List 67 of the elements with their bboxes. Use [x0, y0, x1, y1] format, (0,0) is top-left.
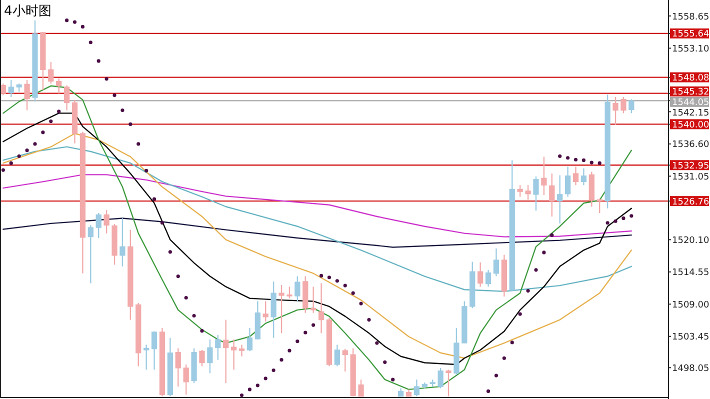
- candlestick: [246, 327, 253, 352]
- candlestick: [572, 166, 579, 186]
- y-tick-label: 1498.05: [672, 364, 710, 374]
- candlestick: [549, 172, 555, 218]
- y-tick-label: 1520.10: [672, 236, 710, 246]
- candlestick: [414, 378, 420, 397]
- candlestick: [64, 84, 70, 111]
- y-tick-label: 1509.00: [672, 300, 710, 310]
- candlestick: [215, 334, 221, 360]
- chart-title: 4小时图: [4, 4, 52, 19]
- y-tick-label: 1503.45: [672, 332, 710, 343]
- candlestick: [199, 349, 205, 367]
- candlestick: [342, 348, 348, 372]
- y-tick-label: 1514.55: [672, 268, 710, 278]
- ref-line-label: 1544.05: [672, 98, 710, 108]
- y-tick-label: 1558.65: [672, 12, 710, 22]
- candlestick: [286, 286, 292, 299]
- candlestick: [517, 184, 523, 198]
- y-tick-label: 1553.10: [672, 44, 710, 54]
- y-tick-label: 1536.60: [672, 140, 710, 150]
- candlestick: [294, 276, 300, 302]
- candlestick: [557, 174, 563, 224]
- candlestick: [183, 364, 189, 396]
- candlestick: [478, 262, 484, 288]
- candlestick: [207, 338, 213, 374]
- candlestick: [493, 248, 500, 277]
- candlestick: [525, 184, 531, 200]
- candlestick: [270, 280, 276, 338]
- candlestick: [278, 284, 284, 334]
- candlestick: [96, 212, 102, 239]
- candlestick: [318, 282, 324, 334]
- candlestick: [223, 319, 229, 384]
- candlestick: [485, 269, 492, 288]
- candlestick: [334, 344, 340, 367]
- candlestick: [120, 218, 126, 268]
- ref-line-label: 1548.08: [672, 74, 710, 84]
- candlestick: [230, 338, 237, 370]
- candlestick: [238, 344, 245, 357]
- candlestick: [56, 78, 62, 94]
- candlestick: [628, 98, 634, 114]
- candlestick: [8, 79, 14, 98]
- candlestick: [24, 79, 30, 111]
- candlestick: [104, 210, 110, 234]
- candlestick: [151, 330, 158, 370]
- candlestick: [0, 82, 6, 96]
- candlestick: [144, 344, 150, 370]
- y-tick-label: 1531.05: [672, 172, 710, 182]
- candlestick: [620, 96, 626, 114]
- candlestick: [88, 224, 94, 284]
- ref-line-label: 1555.64: [672, 30, 710, 40]
- candlestick: [175, 348, 181, 388]
- ref-line-label: 1545.32: [672, 88, 710, 98]
- candlestick: [358, 378, 364, 397]
- y-tick-label: 1542.15: [672, 108, 710, 119]
- candlestick: [310, 286, 316, 314]
- ref-line-label: 1532.95: [672, 161, 710, 172]
- candlestick: [48, 62, 54, 84]
- candlestick: [533, 176, 539, 212]
- candlestick: [446, 369, 452, 397]
- candlestick: [541, 156, 547, 196]
- candlestick: [564, 166, 571, 198]
- candlestick: [612, 96, 618, 126]
- ref-line-label: 1526.76: [672, 197, 710, 208]
- ref-line-label: 1540.00: [672, 120, 710, 131]
- candlestick: [262, 300, 268, 322]
- candlestick: [438, 367, 444, 389]
- candlestick: [580, 168, 587, 186]
